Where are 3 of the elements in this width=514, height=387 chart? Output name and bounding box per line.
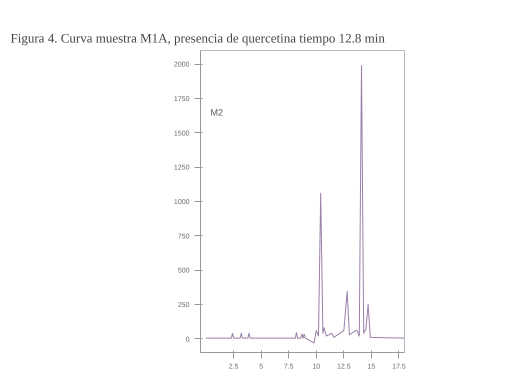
chart-title: Figura 4. Curva muestra M1A, presencia de quercetina tiempo 12.8 min (10, 30, 386, 46)
annotation: M2 (210, 108, 224, 118)
line-series (206, 65, 404, 344)
